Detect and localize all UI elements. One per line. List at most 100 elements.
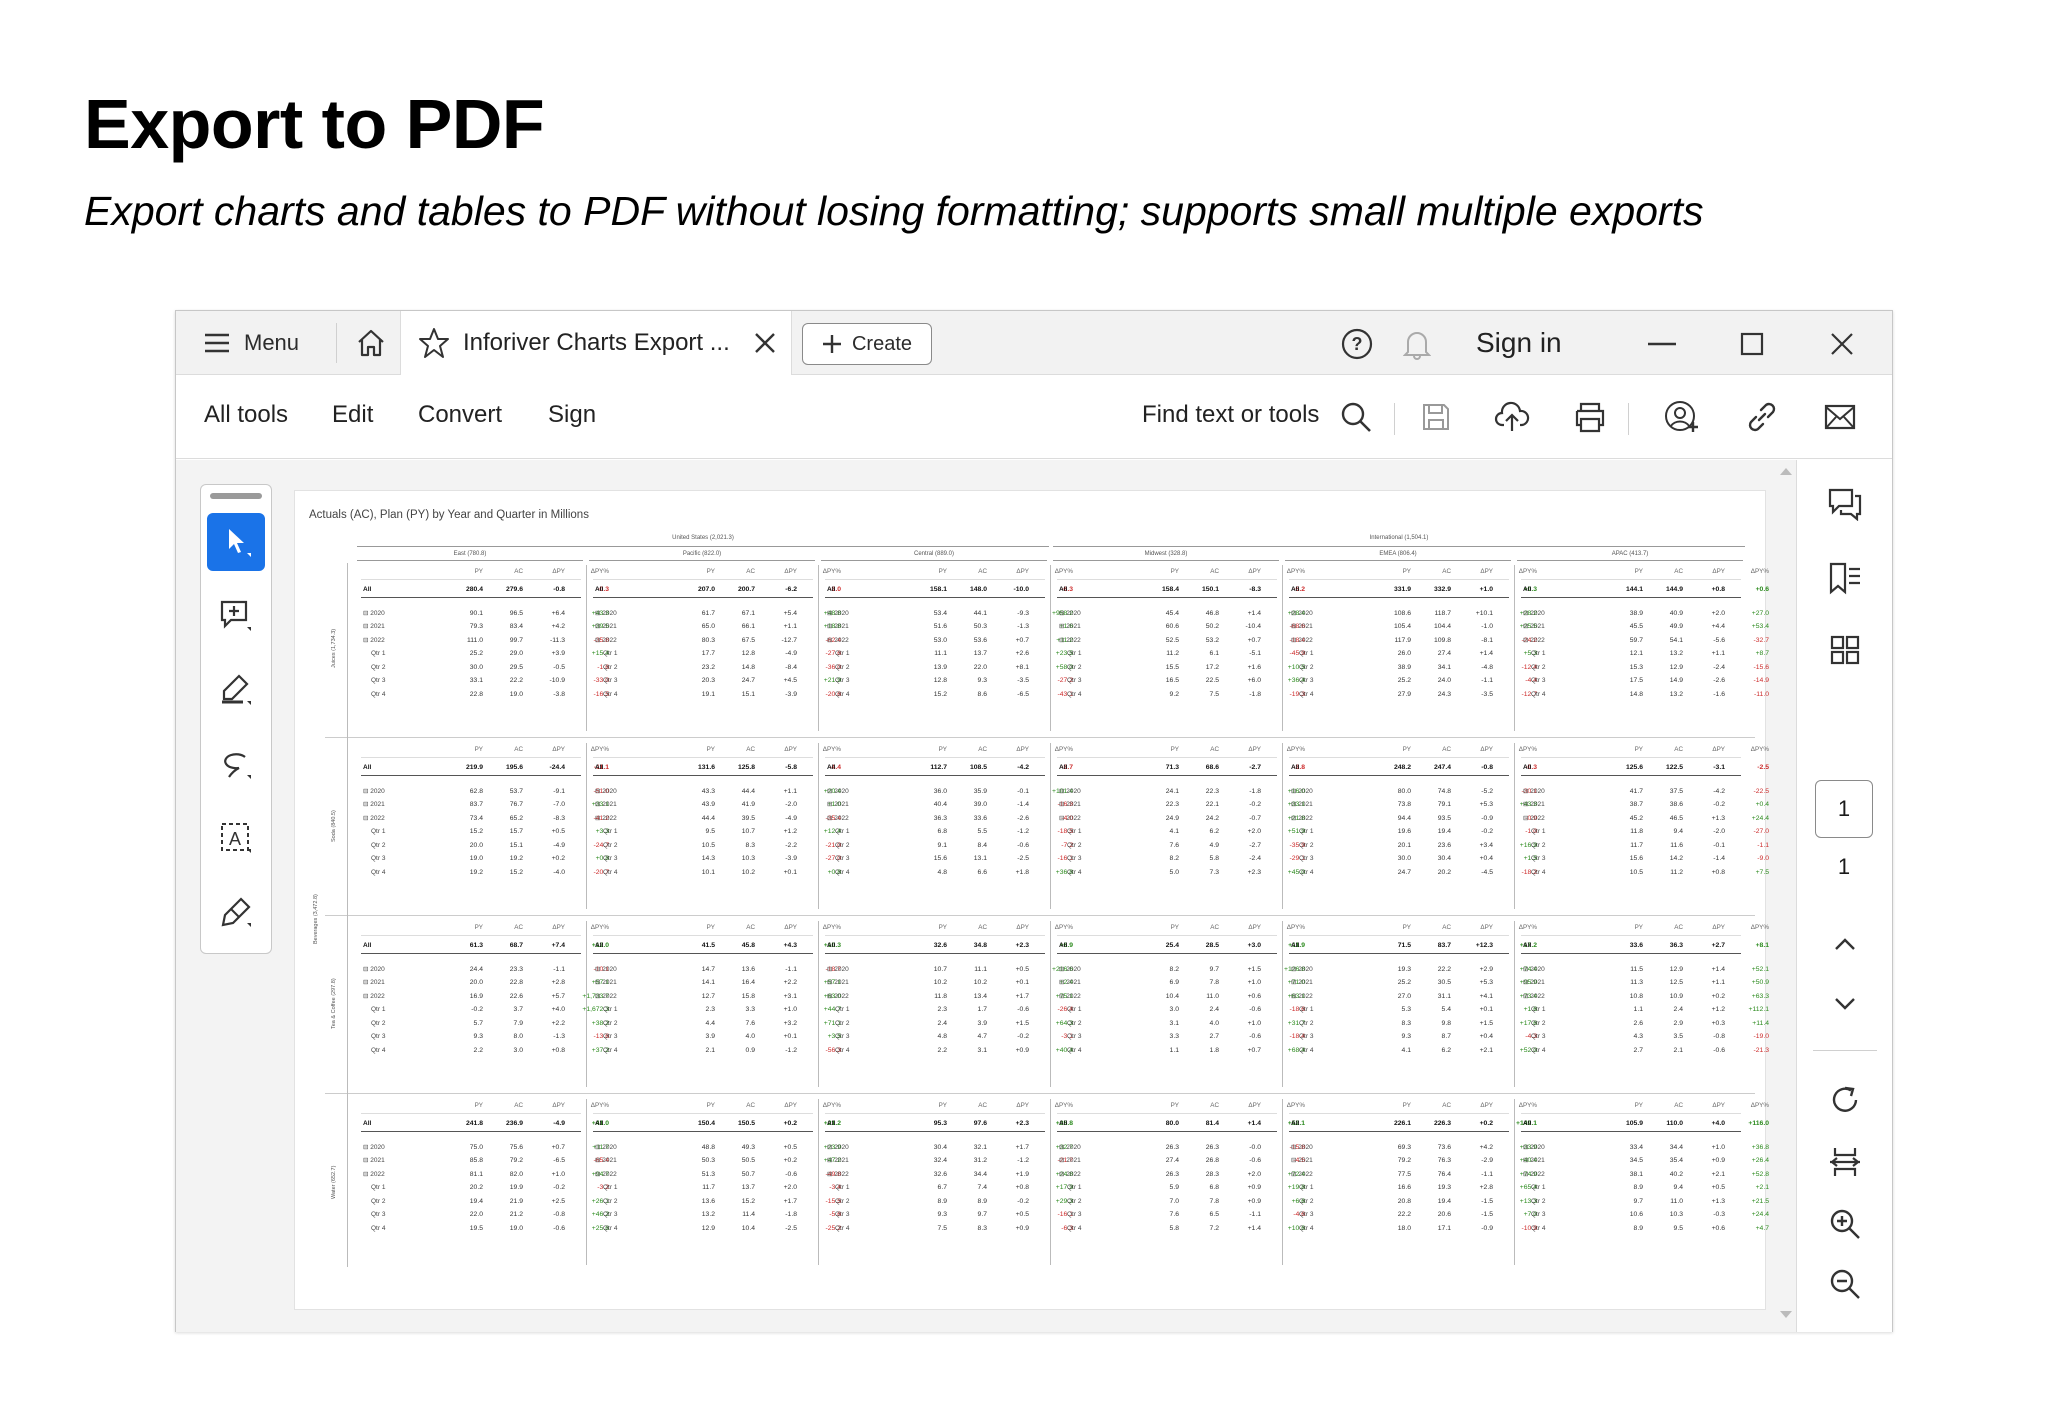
draw-tool[interactable]: [207, 735, 265, 793]
menu-button[interactable]: Menu: [204, 311, 299, 375]
row-label: Qtr 2: [1299, 1197, 1314, 1205]
row-label: All: [827, 942, 836, 949]
close-tab-icon[interactable]: [753, 331, 777, 355]
previous-page-button[interactable]: [1823, 922, 1867, 966]
find-tools-link[interactable]: Find text or tools: [1142, 401, 1320, 428]
document-tab[interactable]: Inforiver Charts Export ...: [400, 311, 792, 375]
table-cell: 20.0: [469, 979, 483, 986]
table-cell: 30.0: [469, 663, 483, 671]
table-cell: 4.8: [937, 1033, 947, 1040]
table-cell: 20.2: [1437, 868, 1451, 876]
comments-button[interactable]: [1823, 482, 1867, 526]
table-cell: 32.1: [973, 1143, 987, 1151]
all-tools-link[interactable]: All tools: [204, 401, 289, 428]
product-divider: [325, 1093, 1755, 1094]
scroll-down-icon[interactable]: [1779, 1310, 1793, 1320]
table-cell: -10.0: [1013, 586, 1030, 593]
row-label: ⊟ 2021: [1291, 801, 1313, 808]
row-label: ⊟ 2021: [595, 801, 617, 808]
print-button[interactable]: [1570, 397, 1610, 437]
table-cell: 83.7: [1437, 942, 1451, 949]
header-underline: [1289, 757, 1509, 758]
zoom-in-button[interactable]: [1823, 1202, 1867, 1246]
add-comment-tool[interactable]: [207, 587, 265, 645]
chevron-up-icon: [1835, 938, 1855, 950]
table-cell: +75.1: [1055, 992, 1073, 1000]
table-cell: +29.3: [1055, 1197, 1073, 1205]
palette-handle[interactable]: [210, 493, 262, 499]
row-label: Qtr 4: [371, 1224, 386, 1232]
tab-bar: Menu Inforiver Charts Export ... Create …: [176, 311, 1892, 375]
table-cell: 6.9: [1169, 979, 1179, 986]
edit-link[interactable]: Edit: [332, 401, 374, 428]
sign-tool[interactable]: [207, 883, 265, 941]
sign-in-button[interactable]: Sign in: [1476, 327, 1562, 358]
thumbnails-button[interactable]: [1823, 628, 1867, 672]
scroll-up-icon[interactable]: [1779, 466, 1793, 476]
table-cell: 19.4: [1437, 828, 1451, 835]
table-cell: -8.4: [785, 663, 797, 671]
product-divider: [325, 915, 1755, 916]
maximize-button[interactable]: [1732, 327, 1772, 361]
column-header: ΔPY%: [1286, 568, 1305, 575]
close-window-button[interactable]: [1822, 327, 1862, 361]
column-header: AC: [514, 924, 523, 931]
table-cell: -21.0: [825, 841, 842, 849]
create-button[interactable]: Create: [802, 323, 932, 365]
table-cell: -0.1: [1017, 787, 1029, 795]
fit-page-button[interactable]: [1823, 1140, 1867, 1184]
table-cell: +2.3: [1015, 1120, 1029, 1127]
upload-button[interactable]: [1492, 397, 1532, 437]
table-cell: -2.0: [785, 801, 797, 808]
notifications-button[interactable]: [1398, 325, 1436, 363]
highlight-tool[interactable]: [207, 661, 265, 719]
select-tool[interactable]: [207, 513, 265, 571]
region-divider: [1514, 743, 1515, 909]
home-button[interactable]: [346, 323, 396, 363]
convert-link[interactable]: Convert: [418, 401, 503, 428]
table-cell: 15.2: [933, 690, 947, 698]
copy-link-button[interactable]: [1742, 397, 1782, 437]
column-header: AC: [1210, 568, 1219, 575]
table-cell: -1.1: [785, 965, 797, 973]
table-cell: +0.6: [1711, 1224, 1725, 1232]
table-cell: +28.4: [1287, 609, 1305, 617]
column-header: ΔPY: [784, 568, 797, 575]
table-cell: 8.3: [745, 841, 755, 849]
table-cell: 279.6: [505, 586, 523, 593]
column-header: ΔPY: [1016, 568, 1029, 575]
table-cell: +63.3: [1751, 992, 1769, 1000]
column-header: PY: [1170, 568, 1179, 575]
row-label: Qtr 1: [1067, 1006, 1082, 1013]
page-number-input[interactable]: 1: [1815, 780, 1873, 838]
table-cell: +26.4: [1751, 1157, 1769, 1164]
table-cell: 94.4: [1397, 814, 1411, 822]
table-cell: 144.1: [1625, 586, 1643, 593]
zoom-out-button[interactable]: [1823, 1262, 1867, 1306]
table-cell: 8.2: [1169, 855, 1179, 862]
rotate-button[interactable]: [1823, 1078, 1867, 1122]
search-button[interactable]: [1336, 397, 1376, 437]
row-label: ⊟ 2022: [363, 636, 385, 644]
next-page-button[interactable]: [1823, 982, 1867, 1026]
row-label: ⊟ 2022: [1059, 814, 1081, 822]
table-cell: 65.0: [701, 623, 715, 630]
save-button[interactable]: [1416, 397, 1456, 437]
table-cell: -0.2: [471, 1006, 483, 1013]
sign-link[interactable]: Sign: [548, 401, 597, 428]
help-button[interactable]: ?: [1338, 325, 1376, 363]
table-cell: 108.5: [969, 764, 987, 771]
table-cell: +64.3: [1055, 1019, 1073, 1027]
bookmarks-button[interactable]: [1823, 556, 1867, 600]
table-cell: 83.4: [509, 623, 523, 630]
table-cell: 60.6: [1165, 623, 1179, 630]
vertical-scrollbar[interactable]: [1776, 460, 1796, 1332]
row-label: Qtr 2: [603, 841, 618, 849]
minimize-button[interactable]: [1642, 327, 1682, 361]
table-cell: 10.1: [701, 868, 715, 876]
star-icon[interactable]: [417, 326, 451, 360]
email-button[interactable]: [1820, 397, 1860, 437]
share-user-button[interactable]: [1662, 397, 1702, 437]
row-label: Qtr 4: [1299, 1046, 1314, 1054]
text-tool[interactable]: A: [207, 809, 265, 867]
